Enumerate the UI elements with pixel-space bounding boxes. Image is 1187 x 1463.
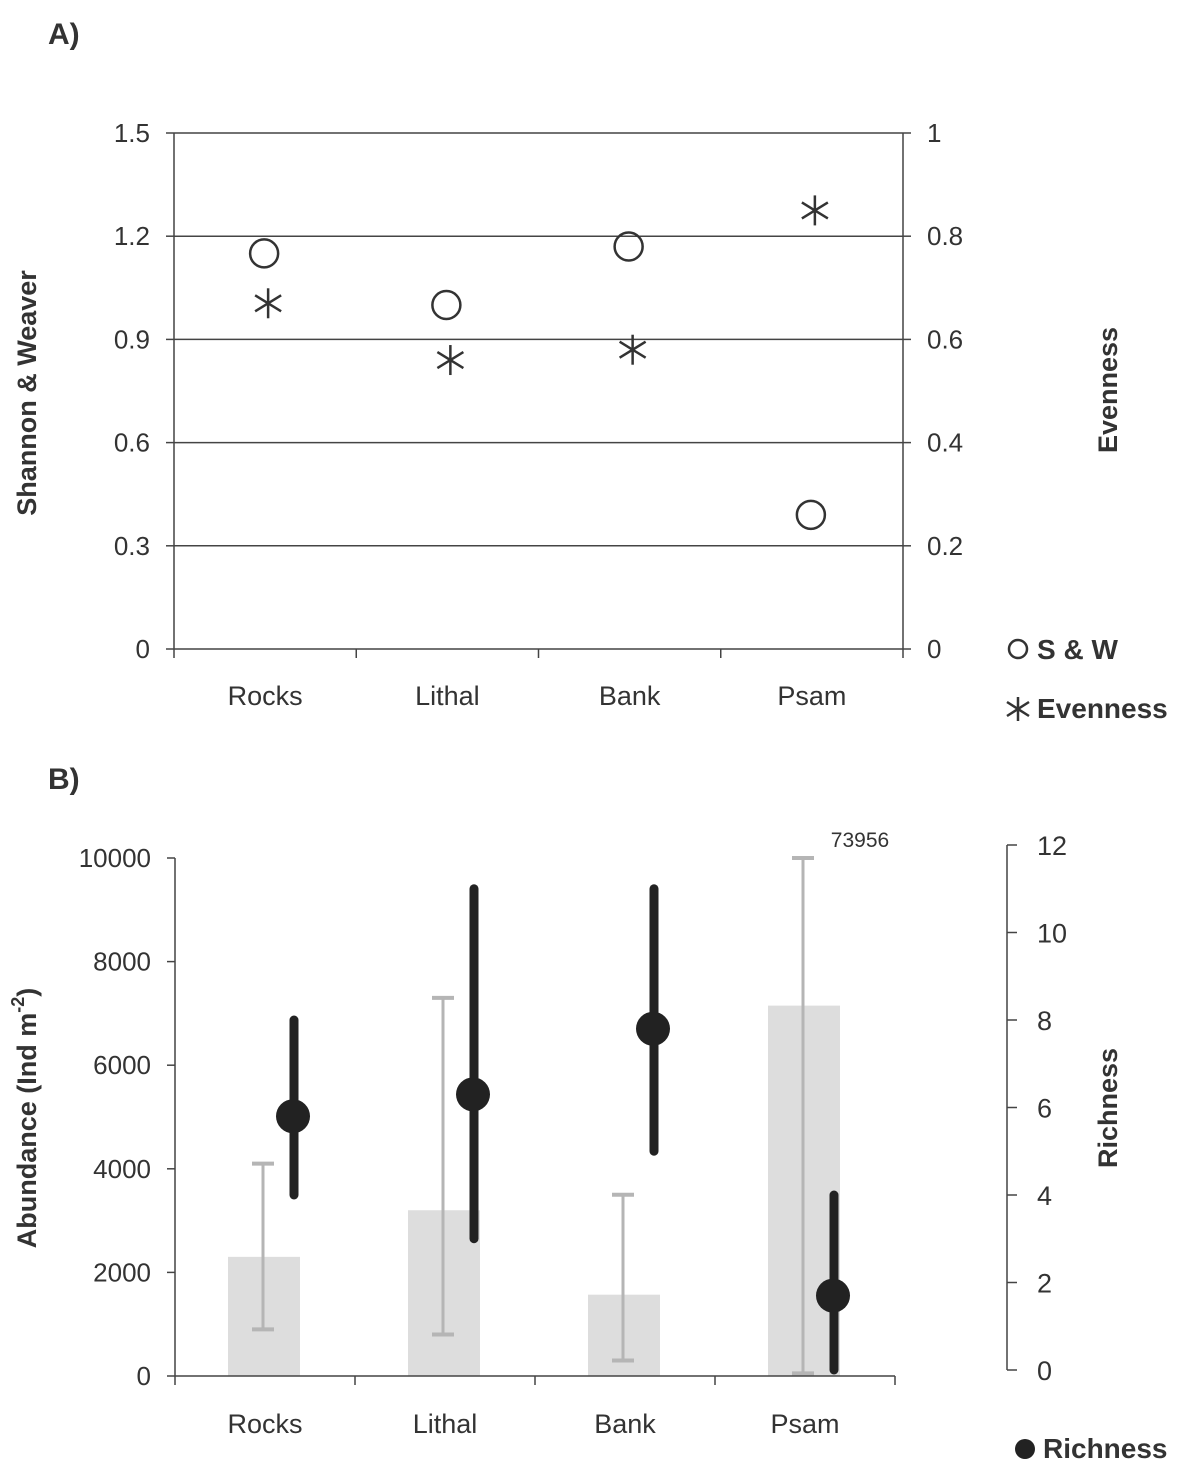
sw-point (248, 238, 280, 269)
panel-b-left-ticks: 0 2000 4000 6000 8000 10000 (79, 843, 175, 1391)
x-tick-label: Rocks (228, 681, 303, 711)
panel-a-y-axis-label: Shannon & Weaver (12, 270, 42, 516)
panel-b-label: B) (48, 763, 80, 796)
evenness-point (801, 195, 829, 226)
panel-a-right-ticks: 0 0.2 0.4 0.6 0.8 1 (903, 118, 963, 664)
y2-tick-label: 0.4 (927, 428, 963, 458)
y-tick-label: 4000 (93, 1154, 151, 1184)
panel-a-axes (173, 133, 904, 650)
panel-b-y-axis-label-tail: ) (12, 988, 42, 997)
y-tick-label: 8000 (93, 947, 151, 977)
panel-b-y-axis-label-main: Abundance (Ind m (12, 1013, 42, 1249)
legend-richness-marker (1015, 1439, 1035, 1459)
richness-point (276, 1099, 310, 1134)
legend-evenness-marker (1006, 697, 1030, 721)
panel-b-y-axis-label-sup: -2 (8, 997, 28, 1013)
panel-a-y2-axis-label: Evenness (1093, 327, 1123, 453)
y-tick-label: 0.9 (114, 324, 150, 354)
panel-a-label: A) (48, 18, 80, 51)
legend-evenness-label: Evenness (1037, 693, 1168, 724)
y2-tick-label: 0 (927, 634, 941, 664)
evenness-stroke (618, 340, 647, 359)
sw-point (795, 499, 827, 531)
x-tick-label: Rocks (227, 1409, 302, 1439)
evenness-stroke (801, 201, 829, 220)
panel-a-left-ticks: 0 0.3 0.6 0.9 1.2 1.5 (114, 118, 174, 664)
y2-tick-label: 6 (1037, 1094, 1052, 1124)
panel-a-marks (248, 195, 829, 531)
y2-tick-label: 0.8 (927, 221, 963, 251)
y2-tick-label: 0.2 (927, 531, 963, 561)
y2-tick-label: 0 (1037, 1356, 1052, 1386)
richness-point (636, 1011, 670, 1046)
panel-b-richness-points (276, 884, 850, 1375)
evenness-point (436, 345, 465, 376)
x-tick-label: Psam (777, 681, 846, 711)
y-tick-label: 10000 (79, 843, 151, 873)
panel-b-right-ticks: 0 2 4 6 8 10 12 (1007, 831, 1067, 1386)
y2-tick-label: 12 (1037, 831, 1067, 861)
panel-b-y2-axis-label: Richness (1093, 1048, 1123, 1168)
panel-b-legend: Richness (1015, 1433, 1168, 1463)
y-tick-label: 0 (136, 634, 150, 664)
panel-a-x-ticks: Rocks Lithal Bank Psam (173, 649, 904, 711)
panel-b-y-axis-label: Abundance (Ind m-2) (8, 988, 42, 1249)
legend-sw-marker (1007, 638, 1029, 660)
x-tick-label: Bank (599, 681, 661, 711)
panel-a: A) 0 0.3 0.6 0.9 1.2 1.5 0 0.2 0.4 0.6 0.8 1 Rocks… (12, 18, 1168, 724)
evenness-point (254, 288, 282, 319)
x-tick-label: Psam (770, 1409, 839, 1439)
evenness-stroke (436, 350, 465, 370)
x-tick-label: Lithal (413, 1409, 478, 1439)
panel-b: B) 0 2000 4000 6000 8000 10000 0 2 4 6 8 10 12 Rock… (8, 763, 1168, 1463)
y2-tick-label: 10 (1037, 919, 1067, 949)
evenness-point (618, 334, 647, 365)
sw-point (431, 289, 462, 321)
y-tick-label: 6000 (93, 1050, 151, 1080)
y-tick-label: 0.6 (114, 428, 150, 458)
evenness-stroke (254, 294, 282, 313)
richness-point (456, 1077, 490, 1112)
y2-tick-label: 8 (1037, 1006, 1052, 1036)
legend-sw-label: S & W (1037, 634, 1118, 665)
richness-point (816, 1278, 850, 1313)
y-tick-label: 2000 (93, 1257, 151, 1287)
y-tick-label: 0.3 (114, 531, 150, 561)
panel-b-bars (228, 856, 840, 1376)
y-tick-label: 0 (137, 1361, 151, 1391)
y2-tick-label: 4 (1037, 1181, 1052, 1211)
y2-tick-label: 1 (927, 118, 941, 148)
panel-b-annotation: 73956 (831, 829, 889, 852)
y2-tick-label: 2 (1037, 1269, 1052, 1299)
panel-a-gridlines (174, 132, 903, 547)
sw-point (613, 231, 644, 262)
y-tick-label: 1.2 (114, 221, 150, 251)
x-tick-label: Lithal (415, 681, 480, 711)
panel-a-legend: S & W Evenness (1006, 634, 1168, 724)
y2-tick-label: 0.6 (927, 324, 963, 354)
panel-b-x-ticks: Rocks Lithal Bank Psam (174, 1376, 896, 1439)
x-tick-label: Bank (594, 1409, 656, 1439)
legend-richness-label: Richness (1043, 1433, 1168, 1463)
y-tick-label: 1.5 (114, 118, 150, 148)
